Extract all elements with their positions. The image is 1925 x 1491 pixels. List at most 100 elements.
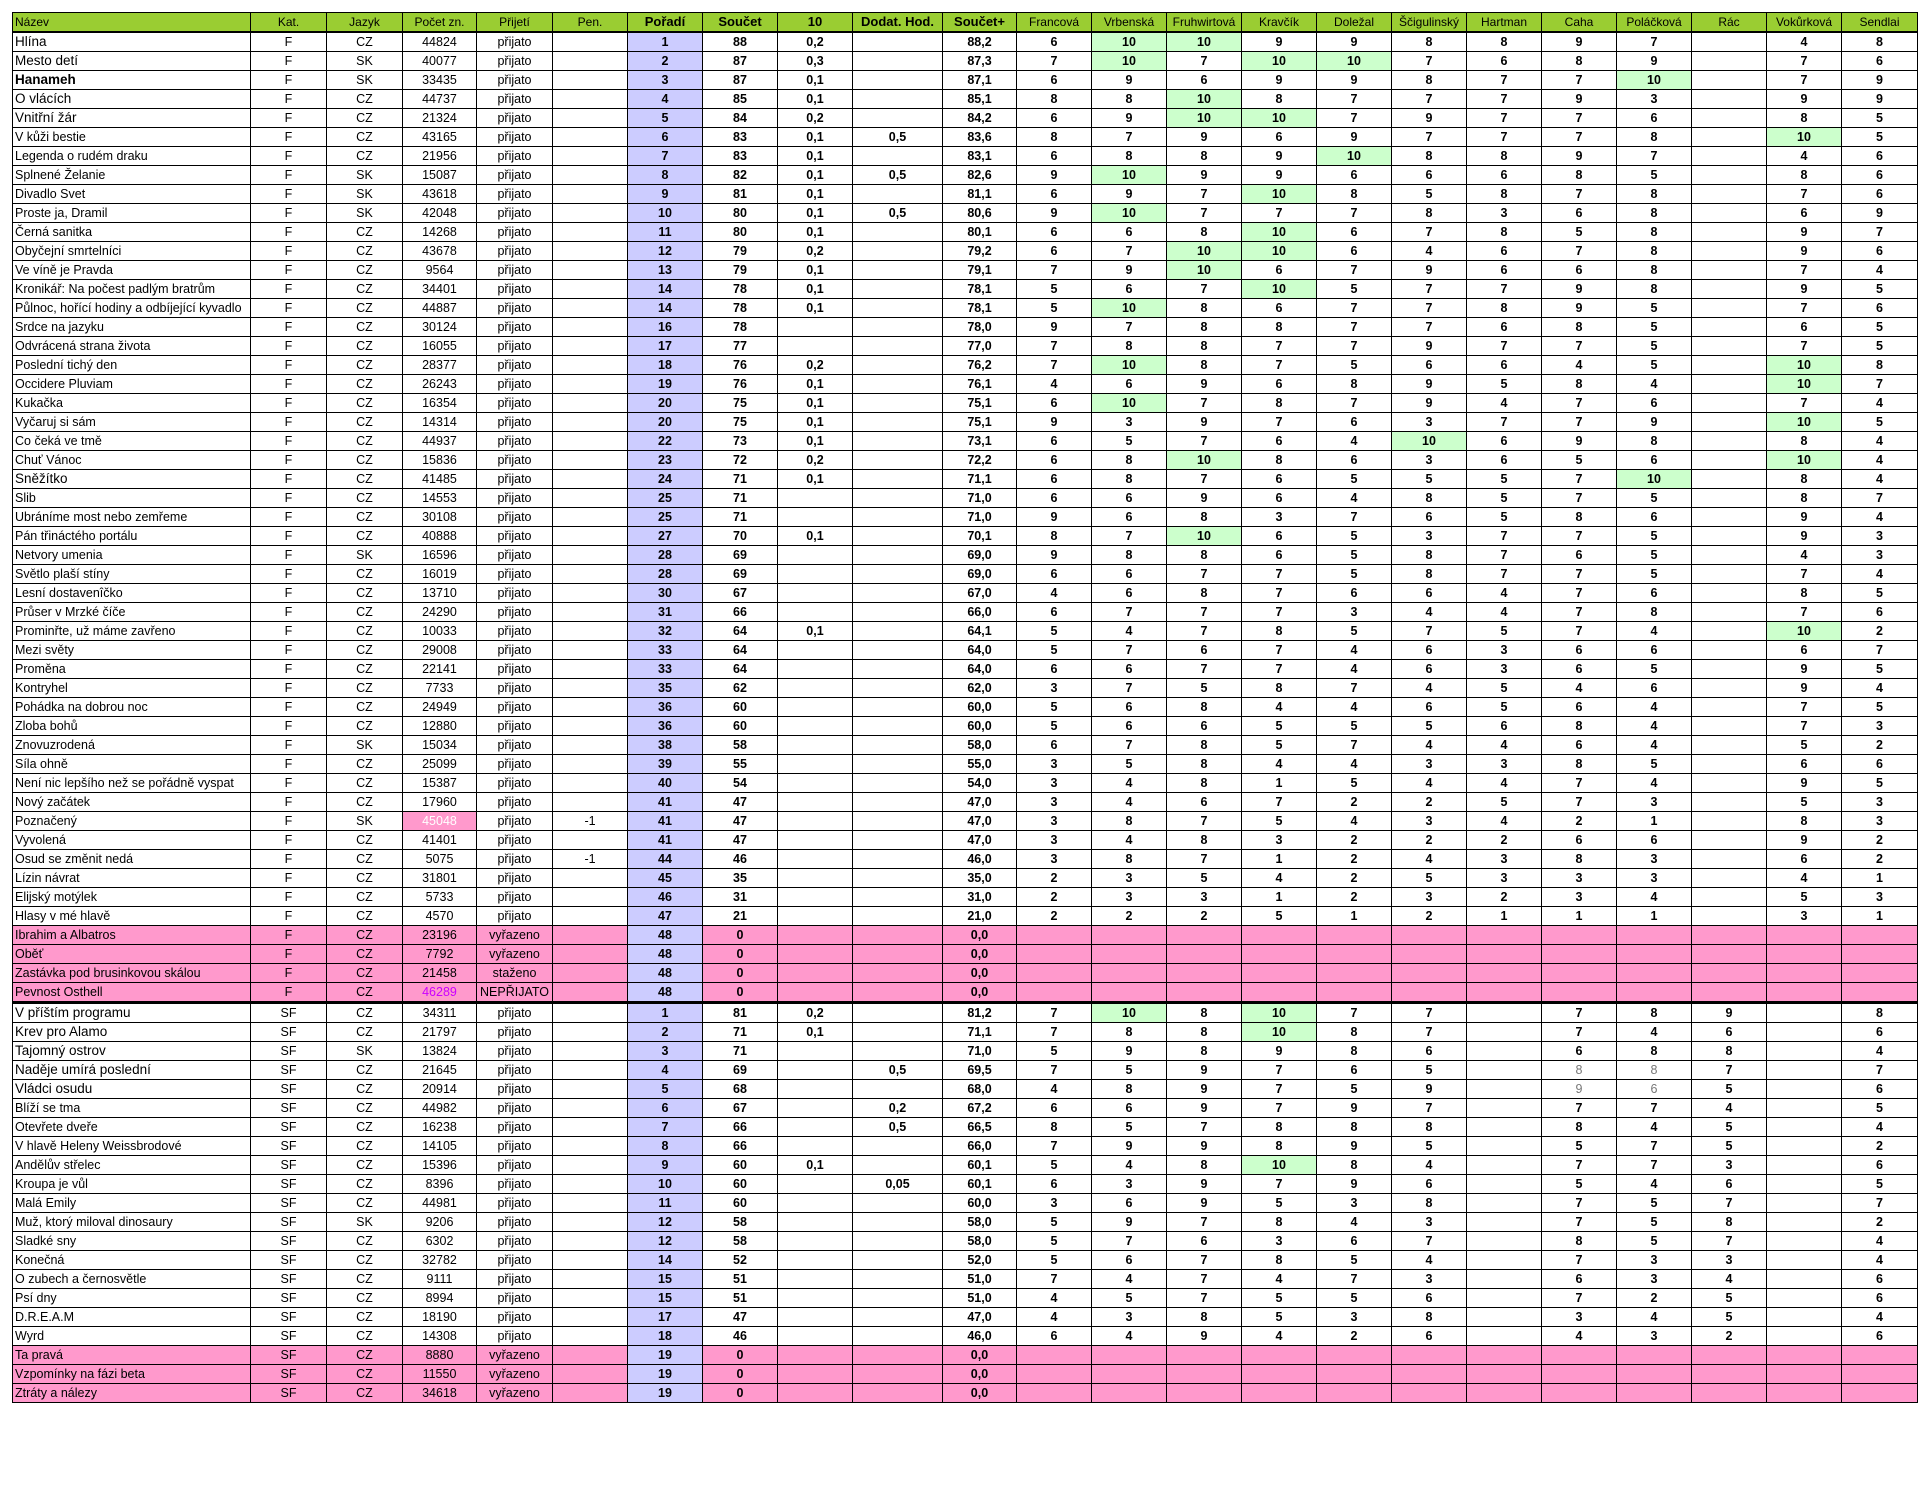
table-cell[interactable]: 5 (1316, 279, 1392, 299)
table-cell[interactable]: 4 (1841, 1307, 1918, 1327)
table-cell[interactable]: přijato (476, 1326, 553, 1346)
table-cell[interactable]: 1 (1241, 887, 1317, 907)
table-cell[interactable]: 2 (1391, 792, 1467, 812)
table-cell[interactable]: 5 (1316, 1079, 1392, 1099)
table-cell[interactable]: 7 (1166, 279, 1242, 299)
table-cell[interactable] (1166, 963, 1242, 983)
table-cell[interactable]: 9 (1691, 1001, 1767, 1023)
table-cell[interactable]: 76,1 (942, 374, 1017, 394)
table-cell[interactable]: 15387 (402, 773, 477, 793)
table-cell[interactable]: 33 (627, 659, 703, 679)
table-cell[interactable]: 87 (702, 70, 778, 90)
table-cell[interactable] (1466, 1098, 1542, 1118)
table-cell[interactable]: přijato (476, 127, 553, 147)
table-cell[interactable]: 31801 (402, 868, 477, 888)
table-cell[interactable]: 6 (1616, 678, 1692, 698)
table-cell[interactable]: 4 (1391, 602, 1467, 622)
table-cell[interactable]: SF (250, 1288, 327, 1308)
table-cell[interactable]: 7 (1016, 336, 1092, 356)
entry-name-cell[interactable]: Naděje umírá poslední (12, 1060, 251, 1080)
table-cell[interactable]: 55,0 (942, 754, 1017, 774)
table-cell[interactable]: 75 (702, 412, 778, 432)
column-header[interactable]: Caha (1541, 12, 1617, 33)
table-cell[interactable]: 4 (1091, 1155, 1167, 1175)
table-cell[interactable]: 4 (1316, 754, 1392, 774)
entry-name-cell[interactable]: Vyvolená (12, 830, 251, 850)
table-cell[interactable]: 6 (1016, 488, 1092, 508)
table-cell[interactable]: 9 (1316, 1098, 1392, 1118)
table-cell[interactable]: 3 (1766, 906, 1842, 926)
table-cell[interactable]: 88 (702, 31, 778, 52)
table-cell[interactable]: vyřazeno (476, 944, 553, 964)
table-cell[interactable]: 54,0 (942, 773, 1017, 793)
table-cell[interactable] (1166, 925, 1242, 945)
table-cell[interactable]: 7 (1541, 583, 1617, 603)
table-cell[interactable]: 12 (627, 1212, 703, 1232)
table-cell[interactable]: 12 (627, 1231, 703, 1251)
table-cell[interactable]: 66,5 (942, 1117, 1017, 1137)
table-cell[interactable] (777, 1326, 853, 1346)
column-header[interactable]: Francová (1016, 12, 1092, 33)
table-cell[interactable]: 0,2 (852, 1098, 943, 1118)
table-cell[interactable]: 8 (1166, 583, 1242, 603)
table-cell[interactable]: 8 (1766, 469, 1842, 489)
table-cell[interactable]: přijato (476, 697, 553, 717)
table-cell[interactable] (1691, 488, 1767, 508)
table-cell[interactable]: 2 (1841, 735, 1918, 755)
table-cell[interactable]: 6 (1091, 1098, 1167, 1118)
table-cell[interactable]: 8 (1616, 602, 1692, 622)
table-cell[interactable]: 25 (627, 488, 703, 508)
table-cell[interactable]: 54 (702, 773, 778, 793)
table-cell[interactable]: 0,5 (852, 203, 943, 223)
table-cell[interactable]: 6 (1166, 716, 1242, 736)
table-cell[interactable]: 2 (1316, 830, 1392, 850)
table-cell[interactable]: 8 (1691, 1041, 1767, 1061)
table-cell[interactable]: 23 (627, 450, 703, 470)
table-cell[interactable] (1616, 1345, 1692, 1365)
table-cell[interactable]: 68,0 (942, 1079, 1017, 1099)
table-cell[interactable]: 3 (1016, 849, 1092, 869)
table-cell[interactable]: 3 (1391, 412, 1467, 432)
table-cell[interactable]: přijato (476, 222, 553, 242)
table-cell[interactable]: 8 (1316, 1155, 1392, 1175)
entry-name-cell[interactable]: Vyčaruj si sám (12, 412, 251, 432)
table-cell[interactable]: 3 (1016, 678, 1092, 698)
table-cell[interactable]: 48 (627, 944, 703, 964)
table-cell[interactable]: 5 (1466, 621, 1542, 641)
table-cell[interactable] (777, 1269, 853, 1289)
table-cell[interactable]: 6 (1541, 640, 1617, 660)
table-cell[interactable] (552, 317, 628, 337)
table-cell[interactable] (1691, 70, 1767, 90)
table-cell[interactable]: 7 (1466, 108, 1542, 128)
table-cell[interactable]: 21458 (402, 963, 477, 983)
table-cell[interactable]: 8 (1091, 545, 1167, 565)
table-cell[interactable]: přijato (476, 621, 553, 641)
table-cell[interactable]: 9 (1541, 431, 1617, 451)
table-cell[interactable]: 33435 (402, 70, 477, 90)
table-cell[interactable]: 6 (1016, 450, 1092, 470)
table-cell[interactable] (552, 298, 628, 318)
table-cell[interactable]: 5 (1466, 488, 1542, 508)
table-cell[interactable]: 2 (1841, 1212, 1918, 1232)
entry-name-cell[interactable]: Vládci osudu (12, 1079, 251, 1099)
table-cell[interactable]: 6 (1841, 602, 1918, 622)
table-cell[interactable]: 6 (1166, 1231, 1242, 1251)
table-cell[interactable]: 8 (1541, 374, 1617, 394)
table-cell[interactable] (1691, 564, 1767, 584)
table-cell[interactable]: 60 (702, 716, 778, 736)
table-cell[interactable]: 87,1 (942, 70, 1017, 90)
table-cell[interactable]: 6 (1241, 260, 1317, 280)
table-cell[interactable] (552, 982, 628, 1003)
table-cell[interactable]: 4 (1691, 1098, 1767, 1118)
table-cell[interactable]: 8 (1316, 374, 1392, 394)
column-header[interactable]: Sendlai (1841, 12, 1918, 33)
table-cell[interactable] (852, 982, 943, 1003)
table-cell[interactable]: 51,0 (942, 1269, 1017, 1289)
entry-name-cell[interactable]: Chuť Vánoc (12, 450, 251, 470)
table-cell[interactable] (552, 640, 628, 660)
table-cell[interactable] (1766, 982, 1842, 1003)
table-cell[interactable]: 19 (627, 1345, 703, 1365)
table-cell[interactable]: 4 (1391, 735, 1467, 755)
entry-name-cell[interactable]: Elijský motýlek (12, 887, 251, 907)
table-cell[interactable]: 4 (1391, 241, 1467, 261)
